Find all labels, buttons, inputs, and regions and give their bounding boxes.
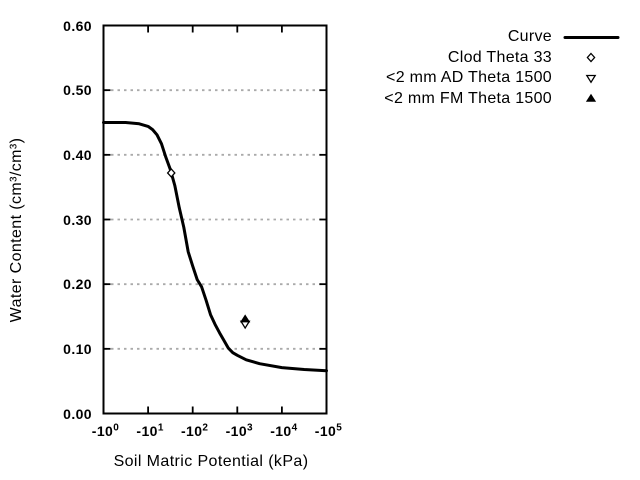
y-tick-label: 0.10	[63, 340, 92, 357]
legend-item-ad-theta-1500: <2 mm AD Theta 1500	[326, 68, 628, 89]
data-point-open-diamond	[166, 167, 176, 178]
legend-item-clod-theta-33: Clod Theta 33	[326, 48, 628, 69]
x-tick-label: -101	[136, 422, 164, 439]
legend-label-ad-theta-1500: <2 mm AD Theta 1500	[386, 69, 552, 87]
legend-item-fm-theta-1500: <2 mm FM Theta 1500	[326, 89, 628, 110]
legend: Curve Clod Theta 33 <2 mm AD Theta 1500 …	[326, 27, 628, 109]
y-axis-title: Water Content (cm³/cm³)	[8, 137, 25, 323]
legend-marker-open-triangle-down	[585, 74, 597, 84]
legend-marker-open-diamond	[586, 52, 596, 63]
y-tick-label: 0.30	[63, 211, 92, 228]
y-tick-label: 0.20	[63, 276, 92, 293]
legend-sample-open-triangle-down-icon	[552, 68, 628, 89]
data-point-filled-triangle-up	[240, 314, 251, 323]
legend-marker-filled-triangle-up	[585, 94, 597, 103]
y-tick-label: 0.00	[63, 405, 92, 422]
retention-curve	[102, 121, 328, 373]
x-tick-label: -102	[180, 422, 209, 439]
x-tick-label: -100	[91, 422, 120, 439]
y-tick-label: 0.60	[63, 17, 92, 34]
x-tick-label: -105	[314, 422, 343, 439]
legend-label-clod-theta-33: Clod Theta 33	[447, 48, 552, 66]
legend-sample-open-diamond-icon	[552, 47, 628, 68]
x-tick-label: -103	[225, 422, 253, 439]
legend-sample-filled-triangle-up-icon	[552, 88, 628, 109]
y-tick-label: 0.50	[63, 82, 92, 99]
legend-label-fm-theta-1500: <2 mm FM Theta 1500	[384, 89, 552, 107]
y-tick-label: 0.40	[63, 146, 92, 163]
x-tick-label: -104	[270, 422, 298, 439]
legend-label-curve: Curve	[507, 28, 552, 46]
plot-border	[102, 24, 328, 415]
legend-sample-line	[552, 27, 628, 48]
x-axis-title: Soil Matric Potential (kPa)	[113, 453, 309, 470]
legend-item-curve: Curve	[326, 27, 628, 48]
